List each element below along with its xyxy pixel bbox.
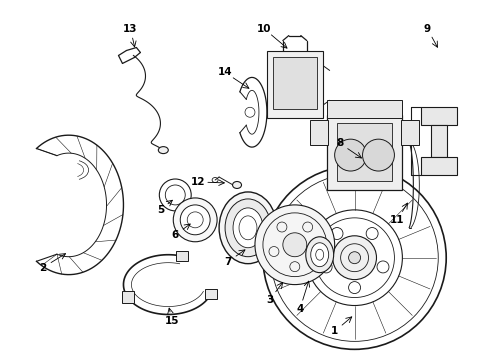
Circle shape (348, 252, 360, 264)
Bar (421, 157, 456, 175)
Text: 2: 2 (39, 263, 46, 273)
Bar (309, 120, 327, 145)
Circle shape (173, 198, 217, 242)
Text: 3: 3 (266, 294, 273, 305)
Text: 15: 15 (164, 316, 179, 327)
Ellipse shape (305, 237, 333, 273)
Text: 4: 4 (296, 305, 303, 315)
Bar (430, 125, 447, 157)
Bar (401, 120, 419, 145)
Text: 9: 9 (423, 24, 430, 33)
Ellipse shape (224, 199, 270, 257)
Circle shape (282, 233, 306, 257)
Ellipse shape (158, 147, 168, 154)
Text: 1: 1 (330, 327, 338, 336)
Ellipse shape (233, 208, 263, 248)
Text: 12: 12 (190, 177, 205, 187)
Circle shape (254, 205, 334, 285)
Ellipse shape (232, 181, 241, 189)
Ellipse shape (219, 192, 276, 264)
Text: 6: 6 (171, 230, 179, 240)
Bar (204, 289, 217, 299)
Circle shape (332, 236, 376, 280)
Text: 7: 7 (224, 257, 231, 267)
Text: 8: 8 (335, 138, 343, 148)
Bar (266, 50, 322, 118)
Bar (336, 123, 392, 181)
Ellipse shape (310, 243, 328, 267)
Bar (326, 100, 402, 118)
Text: 13: 13 (123, 24, 138, 33)
Circle shape (180, 205, 210, 235)
Circle shape (362, 139, 394, 171)
Text: 11: 11 (389, 215, 404, 225)
Bar (176, 251, 188, 261)
Text: 14: 14 (217, 67, 232, 77)
Text: 5: 5 (156, 205, 163, 215)
Bar (122, 291, 134, 303)
Bar (272, 58, 316, 109)
Bar (421, 107, 456, 125)
Bar (326, 115, 402, 190)
Text: 10: 10 (256, 24, 271, 33)
Circle shape (334, 139, 366, 171)
